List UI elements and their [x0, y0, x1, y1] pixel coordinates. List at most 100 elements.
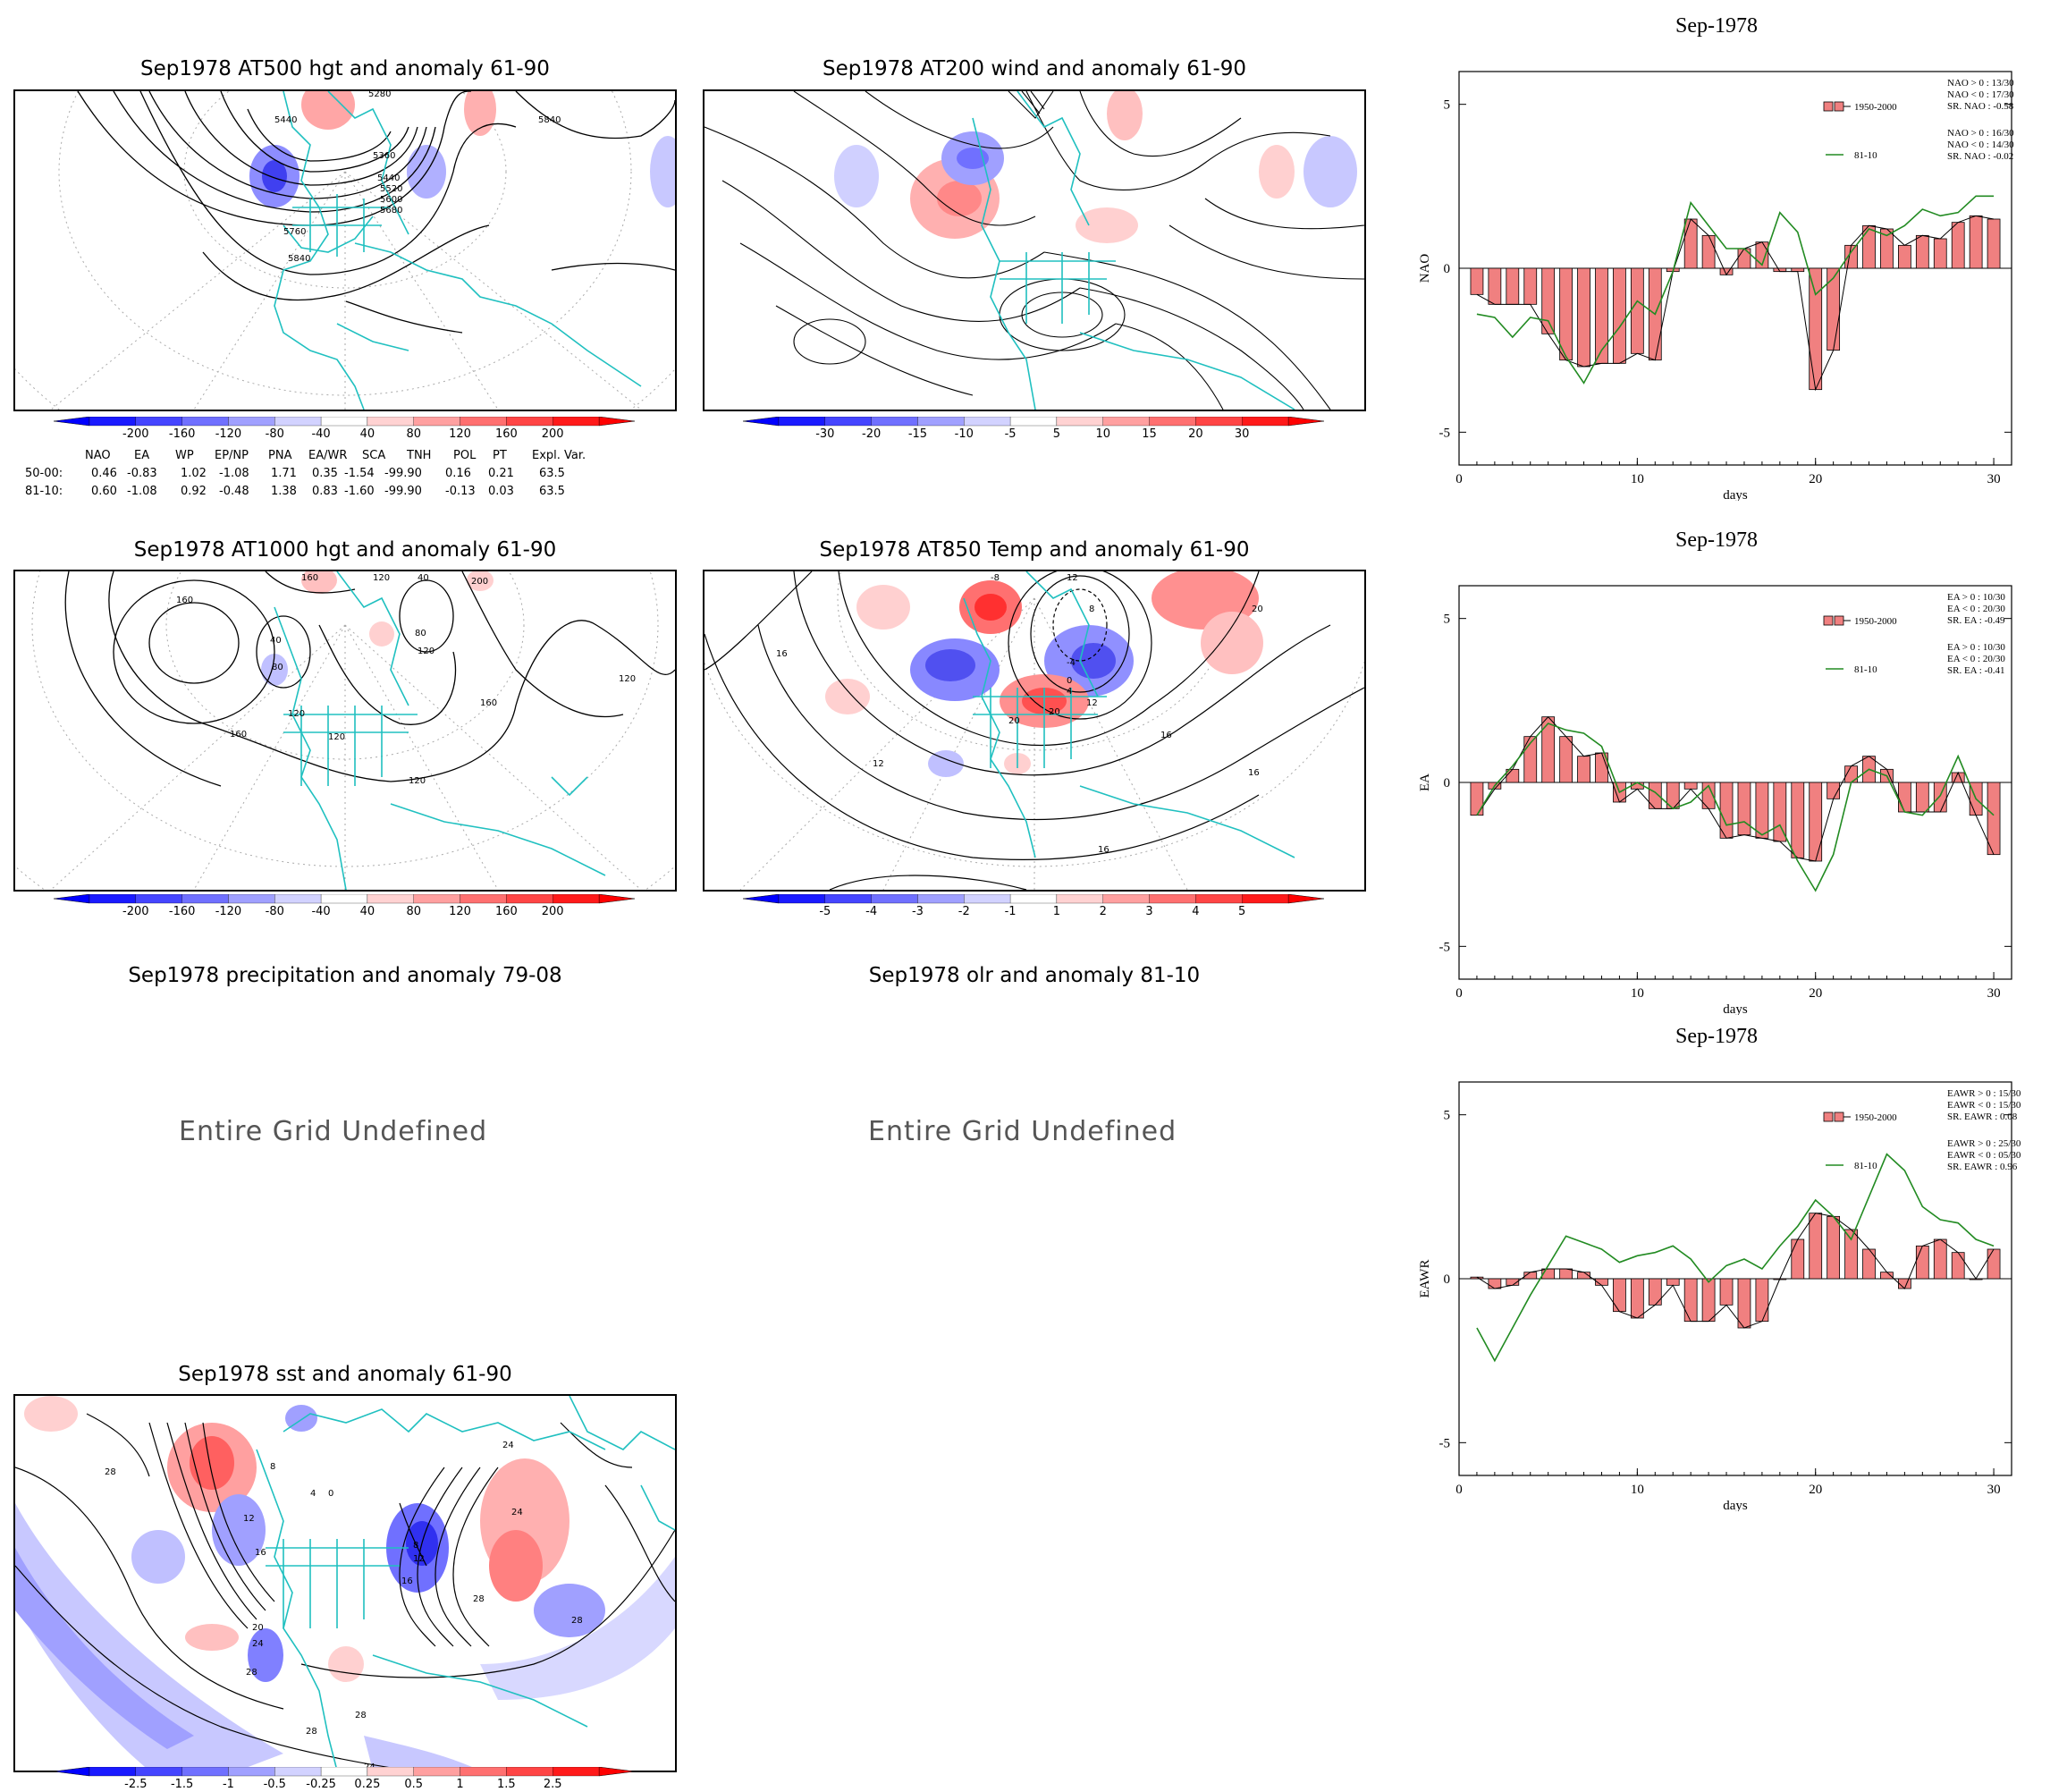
table-cell: -99.90 [384, 485, 422, 498]
bar [1737, 782, 1751, 836]
bar [1683, 782, 1698, 790]
at1000-title: Sep1978 AT1000 hgt and anomaly 61-90 [133, 538, 557, 562]
bar [1791, 1238, 1805, 1280]
colorbar-end-triangle [53, 416, 90, 427]
contour-label: 5600 [380, 195, 402, 205]
table-cell: 0.03 [488, 485, 514, 498]
colorbar-tick-label: 5 [1053, 427, 1060, 441]
legend-label: 1950-2000 [1854, 616, 1897, 627]
colorbar-end-triangle [742, 893, 780, 904]
x-tick-label: 0 [1455, 472, 1463, 486]
contour-label: 28 [105, 1467, 116, 1477]
contour-label: 80 [415, 629, 426, 638]
index-chart-svg: 0 10 20 30 5 0 -5 days EA 1950-2000 81-10 EA > 0 : … [1418, 585, 2012, 1015]
at1000-map-svg: 160 40 80 120 160 120 40 80 200 120 160 … [15, 571, 675, 890]
coastline [274, 571, 606, 890]
x-tick-label: 30 [1987, 472, 2001, 486]
colorbar-segment [135, 416, 182, 427]
bar [1915, 234, 1929, 269]
sst-contours [15, 1413, 675, 1771]
contour-label: 16 [401, 1576, 413, 1586]
contour-label: 160 [230, 730, 247, 740]
legend-stat: SR. NAO : -0.02 [1947, 151, 2013, 162]
colorbar-tick-label: -15 [908, 427, 927, 441]
colorbar-tick-label: 30 [1235, 427, 1250, 441]
at850-title: Sep1978 AT850 Temp and anomaly 61-90 [819, 538, 1250, 562]
table-header: POL [453, 449, 477, 462]
olr-title: Sep1978 olr and anomaly 81-10 [868, 964, 1201, 987]
colorbar-tick-label: 4 [1192, 905, 1199, 918]
at1000-map: 160 40 80 120 160 120 40 80 200 120 160 … [13, 570, 677, 892]
x-tick-label: 20 [1809, 986, 1822, 1001]
bar [1488, 267, 1502, 305]
at1000-colorbar: -200 -160 -120 -80 -40 40 80 120 160 200 [53, 893, 636, 926]
bar [1613, 267, 1626, 364]
x-axis-label: days [1723, 1499, 1748, 1511]
sst-map: 28 12 16 20 24 28 8 4 0 8 12 16 24 28 24… [13, 1394, 677, 1772]
bar [1755, 1278, 1769, 1323]
table-cell: -1.60 [344, 485, 375, 498]
colorbar-segment [320, 1766, 368, 1777]
colorbar-segment [367, 416, 414, 427]
colorbar-segment [506, 893, 553, 904]
contour-label: 5680 [380, 206, 402, 216]
height-contours [64, 571, 675, 787]
colorbar-tick-label: -80 [266, 905, 284, 918]
precip-undefined-message: Entire Grid Undefined [179, 1116, 488, 1147]
bar [1969, 215, 1983, 269]
contour-label: 120 [409, 776, 426, 786]
legend-stat: SR. EA : -0.41 [1947, 665, 2004, 676]
bar [1915, 1245, 1929, 1280]
x-axis-label: days [1723, 1002, 1748, 1015]
contour-label: 20 [252, 1623, 264, 1633]
contour-label: 120 [373, 573, 390, 583]
contour-label: 12 [1067, 573, 1078, 583]
bar [1577, 267, 1590, 368]
legend-label: 1950-2000 [1854, 1112, 1897, 1123]
bar [1844, 244, 1858, 269]
colorbar-tick-label: 10 [1095, 427, 1110, 441]
colorbar-segment [367, 1766, 414, 1777]
colorbar-segment [964, 416, 1011, 427]
x-tick-label: 10 [1631, 1483, 1644, 1497]
bar [1719, 1278, 1734, 1306]
bar [1987, 218, 2001, 269]
colorbar-segment [1102, 416, 1150, 427]
contour-label: 120 [288, 709, 305, 719]
colorbar-tick-label: 1.5 [497, 1778, 516, 1788]
legend-label: 81-10 [1854, 1161, 1877, 1171]
contour-label: 12 [1086, 698, 1098, 708]
contour-label: 16 [1160, 731, 1172, 740]
contour-label: 28 [473, 1594, 485, 1604]
x-tick-label: 30 [1987, 986, 2001, 1001]
contour-label: 28 [355, 1711, 367, 1720]
colorbar-segment [89, 893, 136, 904]
colorbar-segment [460, 1766, 507, 1777]
bar [1898, 244, 1911, 269]
at200-title: Sep1978 AT200 wind and anomaly 61-90 [822, 57, 1247, 80]
colorbar-segment [181, 1766, 229, 1777]
bar [1987, 1248, 2001, 1280]
y-axis-label: EAWR [1418, 1260, 1432, 1298]
contour-label: 80 [272, 663, 283, 672]
bar [1630, 782, 1644, 790]
colorbar-segment [1009, 416, 1058, 427]
colorbar-end-triangle [598, 1766, 636, 1777]
colorbar-end-triangle [598, 893, 636, 904]
colorbar-segment [413, 416, 460, 427]
colorbar-segment [506, 1766, 553, 1777]
contour-label: 8 [413, 1541, 418, 1551]
x-axis-label: days [1723, 488, 1748, 501]
colorbar-segment [506, 416, 553, 427]
colorbar-segment [1009, 893, 1058, 904]
y-tick-label: -5 [1439, 426, 1451, 440]
contour-label: 4 [310, 1489, 316, 1499]
colorbar-segment [917, 893, 965, 904]
x-tick-label: 0 [1455, 1483, 1463, 1497]
table-cell: 0.83 [312, 485, 338, 498]
table-cell: 0.60 [91, 485, 117, 498]
contour-label: 200 [471, 577, 488, 587]
bar [1559, 267, 1573, 361]
bar [1898, 1278, 1911, 1289]
y-tick-label: 5 [1444, 98, 1451, 113]
